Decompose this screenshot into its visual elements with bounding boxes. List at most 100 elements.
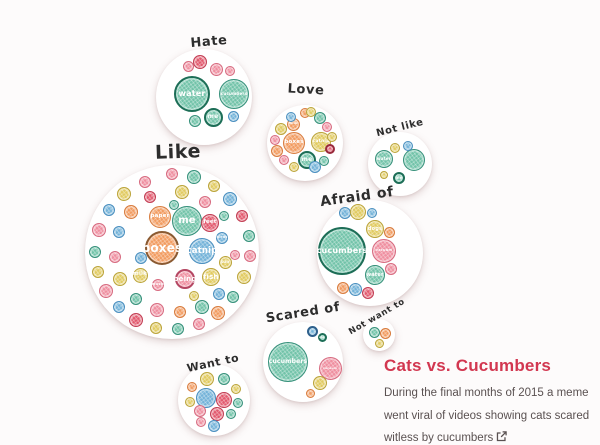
bubble-paper: paper	[149, 206, 171, 228]
bubble-label: cucumbers	[316, 246, 368, 255]
bubble-cluster-hate: water cucumbers me	[156, 49, 252, 145]
bubble-label: vacuum	[322, 365, 338, 370]
bubble-yellow	[306, 107, 316, 117]
bubble-label: me	[207, 113, 219, 120]
bubble-teal	[172, 323, 184, 335]
bubble-yellow	[231, 384, 241, 394]
bubble-yellow	[289, 162, 299, 172]
bubble-teal	[314, 112, 326, 124]
info-panel: Cats vs. Cucumbers During the final mont…	[384, 356, 596, 445]
bubble-blue	[309, 161, 321, 173]
bubble-pink	[166, 168, 178, 180]
bubble-yellow	[150, 322, 162, 334]
bubble-me: me	[393, 172, 405, 184]
bubble-red	[362, 287, 374, 299]
external-link-icon[interactable]	[496, 431, 508, 445]
bubble-orange	[124, 205, 138, 219]
bubble-red	[210, 407, 224, 421]
bubble-label: water	[178, 89, 206, 98]
bubble-pink	[225, 66, 235, 76]
bubble-teal	[319, 156, 329, 166]
bubble-red	[325, 144, 335, 154]
bubble-cluster-not-want-to	[363, 319, 395, 351]
bubble-teal	[218, 373, 230, 385]
bubble-pink	[199, 196, 211, 208]
cluster-label-love: Love	[287, 81, 325, 99]
bubble-label: boxes	[141, 241, 183, 255]
bubble-yellow	[117, 187, 131, 201]
bubble-water: water	[375, 150, 393, 168]
bubble-pink	[182, 60, 194, 72]
bubble-cucumbers: cucumbers	[219, 79, 249, 109]
bubble-catnip: catnip	[186, 238, 217, 264]
bubble-pink	[196, 417, 206, 427]
bubble-cluster-not-like: water me	[368, 132, 432, 196]
bubble-yellow	[313, 376, 327, 390]
bubble-label: water	[366, 271, 384, 278]
bubble-yellow	[380, 171, 388, 179]
bubble-blue	[135, 252, 147, 264]
bubble-pink	[279, 155, 289, 165]
bubble-sun: sun	[218, 255, 232, 269]
bubble-label: music	[151, 282, 165, 287]
description-line-1: During the final months of 2015 a meme	[384, 387, 589, 399]
bubble-orange	[187, 382, 197, 392]
bubble-blue	[103, 204, 115, 216]
bubble-label: boxes	[284, 139, 304, 146]
bubble-pink	[193, 318, 205, 330]
bubble-red	[216, 392, 232, 408]
bubble-teal	[226, 409, 236, 419]
bubble-yellow	[175, 185, 189, 199]
bubble-orange	[174, 306, 186, 318]
bubble-cluster-scared-of: cucumbers me vacuum	[263, 322, 343, 402]
bubble-blue	[348, 282, 362, 296]
bubble-teal	[130, 293, 142, 305]
bubble-teal	[233, 398, 243, 408]
bubble-label: dogs	[367, 225, 383, 232]
bubble-pink	[244, 250, 256, 262]
bubble-cluster-afraid-of: cucumbers dogs vacuum water	[317, 200, 423, 306]
bubble-teal	[219, 211, 229, 221]
bubble-pink	[385, 263, 397, 275]
bubble-yellow	[275, 123, 287, 135]
bubble-cluster-want-to	[178, 364, 250, 436]
bubble-boxes: boxes	[283, 132, 305, 154]
bubble-blue	[113, 226, 125, 238]
bubble-pink	[99, 284, 113, 298]
bubble-label: cucumbers	[220, 91, 248, 96]
bubble-yellow	[327, 132, 337, 142]
bubble-label: paper	[150, 213, 170, 220]
bubble-blue	[208, 420, 220, 432]
bubble-me: me	[172, 206, 202, 236]
bubble-blue	[367, 208, 377, 218]
bubble-yellow	[113, 272, 127, 286]
bubble-label: me	[395, 175, 403, 180]
bubble-blue	[403, 141, 413, 151]
bubble-label: me	[319, 334, 325, 339]
bubble-pink	[230, 250, 240, 260]
description-line-2: went viral of videos showing cats scared	[384, 409, 590, 422]
bubble-orange	[305, 388, 315, 398]
description-line-3: witless by cucumbers	[384, 430, 596, 445]
bubble-label: feet	[203, 219, 217, 226]
chart-title: Cats vs. Cucumbers	[384, 356, 552, 375]
bubble-pink	[270, 135, 280, 145]
description-line-3-text: witless by cucumbers	[384, 432, 494, 445]
bubble-label: being	[173, 274, 197, 283]
bubble-pink	[139, 176, 151, 188]
bubble-blue	[196, 388, 216, 408]
bubble-red	[193, 55, 207, 69]
bubble-milk: milk	[132, 267, 148, 283]
bubble-fish: fish	[202, 268, 220, 286]
bubble-pink	[322, 122, 332, 132]
bubble-pink	[109, 251, 121, 263]
bubble-label: cucumbers	[268, 358, 308, 365]
bubble-teal	[368, 326, 380, 338]
bubble-teal	[403, 149, 425, 171]
bubble-orange	[271, 145, 283, 157]
bubble-label: milk	[288, 121, 298, 126]
bubble-yellow	[208, 180, 220, 192]
bubble-blue	[306, 325, 318, 337]
bubble-water: water	[365, 265, 385, 285]
